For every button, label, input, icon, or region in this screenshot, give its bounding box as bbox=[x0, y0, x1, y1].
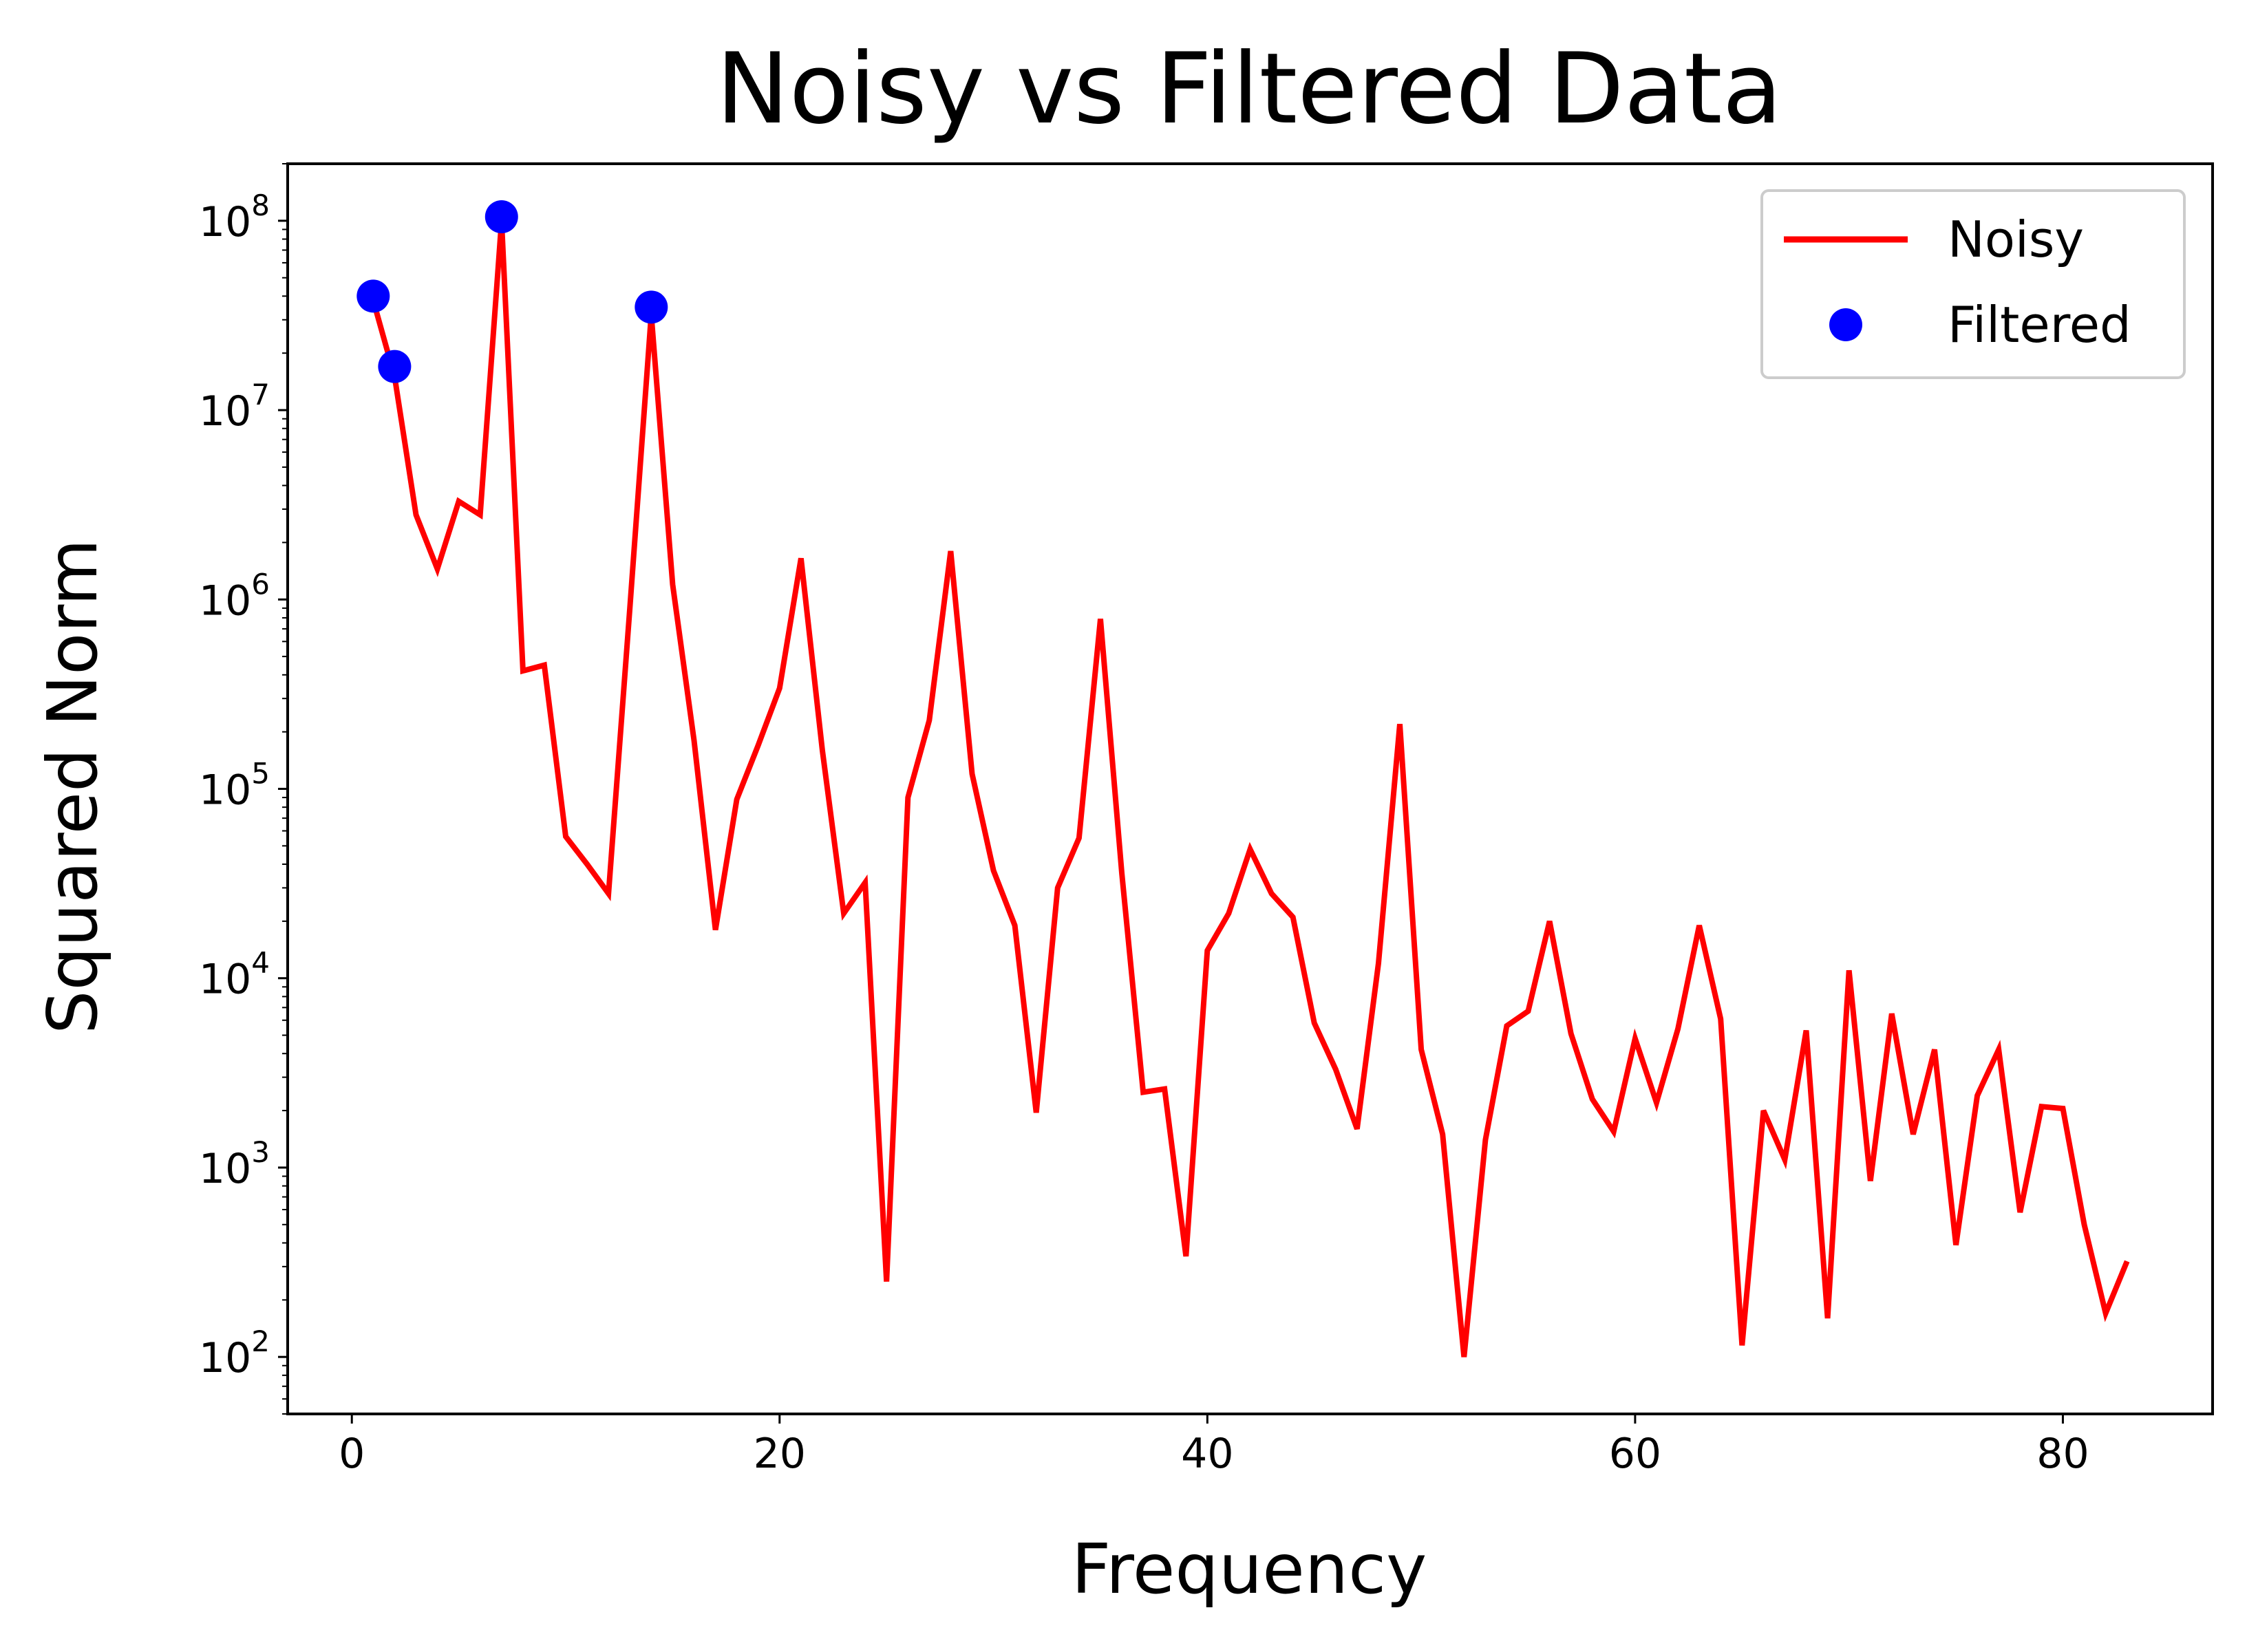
legend-filtered-swatch bbox=[1829, 308, 1862, 341]
y-axis-label: Squared Norm bbox=[32, 539, 113, 1034]
x-tick-label: 80 bbox=[2036, 1430, 2089, 1478]
series-point-filtered bbox=[484, 200, 518, 234]
series-line-noisy bbox=[370, 220, 2130, 1358]
y-tick-label: 105 bbox=[199, 757, 270, 815]
y-tick-label: 104 bbox=[199, 946, 270, 1004]
y-tick-label: 102 bbox=[199, 1324, 270, 1382]
y-tick-label: 107 bbox=[199, 378, 270, 436]
legend: Noisy Filtered bbox=[1760, 189, 2186, 379]
x-tick-label: 20 bbox=[754, 1430, 806, 1478]
x-tick-label: 0 bbox=[339, 1430, 365, 1478]
y-axis-ticks: 102 103 104 105 106 107 108 bbox=[199, 163, 288, 1415]
y-tick-label: 108 bbox=[199, 189, 270, 246]
x-tick-label: 60 bbox=[1609, 1430, 1661, 1478]
legend-filtered-label: Filtered bbox=[1948, 296, 2131, 354]
x-axis-ticks: 0 20 40 60 80 bbox=[339, 1414, 2089, 1478]
series-point-filtered bbox=[356, 279, 390, 313]
axes-frame bbox=[286, 162, 2214, 1415]
y-tick-label: 106 bbox=[199, 567, 270, 625]
plot-area bbox=[356, 200, 2130, 1358]
y-tick-label: 103 bbox=[199, 1135, 270, 1193]
series-point-filtered bbox=[378, 350, 412, 383]
x-tick-label: 40 bbox=[1181, 1430, 1233, 1478]
x-axis-label: Frequency bbox=[1072, 1529, 1427, 1609]
series-point-filtered bbox=[635, 290, 668, 324]
chart-title: Noisy vs Filtered Data bbox=[716, 32, 1782, 146]
legend-noisy-label: Noisy bbox=[1948, 211, 2084, 268]
